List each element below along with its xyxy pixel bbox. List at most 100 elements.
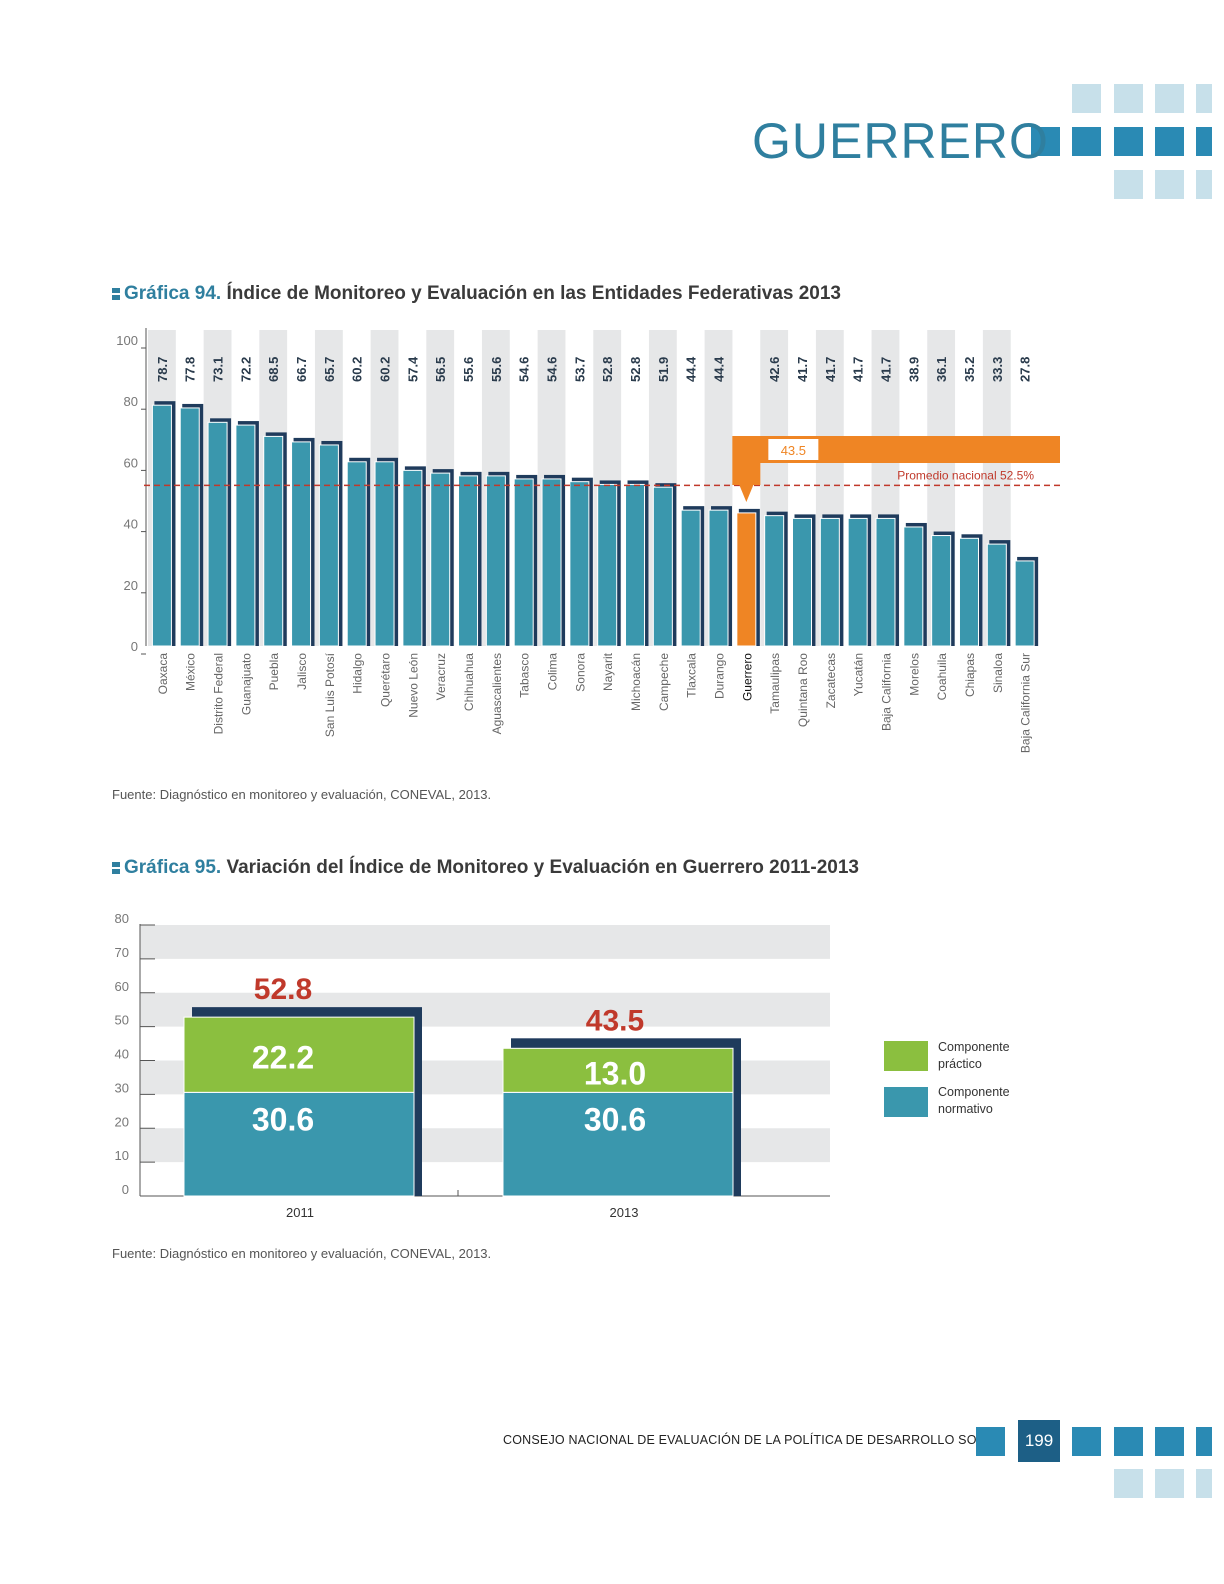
- bar-normativo-2013: [502, 1091, 734, 1197]
- chart-95: 0 10 20 30 40 50 60 70 80 30.6 22.2 52.8 2011 30.6 13.…: [115, 911, 830, 1220]
- value-label: 60.2: [350, 357, 365, 382]
- category-label-quintana-roo: Quintana Roo: [796, 653, 810, 727]
- y-tick-label: 20: [115, 1114, 129, 1129]
- value-label: 55.6: [461, 357, 476, 382]
- chart-94: 0 20 40 60 80 100 78.7 Oaxaca 77.8 México 73.1 Dist…: [116, 328, 1060, 753]
- value-label: 33.3: [990, 357, 1005, 382]
- bar-nuevo-leon: [402, 469, 423, 647]
- average-label: Promedio nacional 52.5%: [897, 468, 1034, 482]
- category-label-tamaulipas: Tamaulipas: [768, 653, 782, 714]
- bar-chihuahua: [458, 475, 479, 647]
- chart-94-heading: Gráfica 94. Índice de Monitoreo y Evalua…: [112, 283, 841, 305]
- highlight-label: 43.5: [781, 443, 806, 458]
- value-label: 53.7: [572, 357, 587, 382]
- y-tick-label: 60: [115, 979, 129, 994]
- footer-text: CONSEJO NACIONAL DE EVALUACIÓN DE LA POL…: [503, 1433, 1006, 1447]
- chart-95-number: Gráfica 95.: [124, 857, 222, 878]
- y-tick-label: 70: [115, 945, 129, 960]
- bar-aguascalientes: [485, 475, 506, 647]
- value-label: 54.6: [517, 357, 532, 382]
- value-label: 65.7: [322, 357, 337, 382]
- bar-durango: [708, 509, 729, 647]
- bar-quintana-roo: [792, 517, 813, 647]
- category-label-coahuila: Coahuila: [935, 653, 949, 701]
- value-label: 41.7: [878, 357, 893, 382]
- value-label: 54.6: [545, 357, 560, 382]
- category-label-campeche: Campeche: [657, 653, 671, 711]
- value-label: 36.1: [934, 357, 949, 382]
- category-label-jalisco: Jalisco: [295, 653, 309, 690]
- bar-campeche: [652, 486, 673, 647]
- category-label-sonora: Sonora: [573, 653, 587, 692]
- label-practico-2013: 13.0: [584, 1055, 646, 1091]
- value-label: 78.7: [155, 357, 170, 382]
- category-label-mexico: México: [184, 653, 198, 691]
- bar-puebla: [263, 435, 284, 647]
- bar-distrito-federal: [207, 421, 228, 647]
- category-label-colima: Colima: [546, 653, 560, 691]
- y-tick-label: 30: [115, 1080, 129, 1095]
- value-label: 56.5: [433, 357, 448, 382]
- bar-mexico: [179, 407, 200, 647]
- value-label: 38.9: [906, 357, 921, 382]
- category-label-puebla: Puebla: [267, 653, 281, 691]
- x-label-2011: 2011: [286, 1205, 314, 1220]
- value-label: 57.4: [405, 356, 420, 382]
- page-title: GUERRERO: [752, 113, 1049, 169]
- category-label-chihuahua: Chihuahua: [462, 653, 476, 711]
- y-tick-label: 40: [124, 517, 138, 532]
- category-label-zacatecas: Zacatecas: [824, 653, 838, 708]
- value-label: 41.7: [851, 357, 866, 382]
- label-normativo-2013: 30.6: [584, 1101, 646, 1137]
- value-label: 52.8: [600, 357, 615, 382]
- category-label-queretaro: Querétaro: [379, 653, 393, 707]
- value-label: 44.4: [684, 356, 699, 382]
- label-practico-2011: 22.2: [252, 1040, 314, 1076]
- legend-swatch-normativo: [884, 1087, 928, 1117]
- category-label-morelos: Morelos: [907, 653, 921, 696]
- bar-guanajuato: [235, 424, 256, 647]
- x-label-2013: 2013: [610, 1205, 639, 1220]
- bar-coahuila: [931, 535, 952, 647]
- legend-label-normativo: Componente normativo: [938, 1085, 1010, 1116]
- chart-94-name: Índice de Monitoreo y Evaluación en las …: [226, 283, 842, 304]
- bar-hidalgo: [346, 461, 367, 647]
- category-label-tabasco: Tabasco: [518, 653, 532, 698]
- category-label-san-luis-potosi: San Luis Potosí: [323, 652, 337, 737]
- value-label: 72.2: [238, 357, 253, 382]
- bar-oaxaca: [151, 404, 172, 647]
- bar-tlaxcala: [680, 509, 701, 647]
- value-label: 51.9: [656, 357, 671, 382]
- y-tick-label: 80: [115, 911, 129, 926]
- page-number: 199: [1018, 1420, 1060, 1462]
- value-label: 55.6: [489, 357, 504, 382]
- bar-san-luis-potosi: [318, 444, 339, 647]
- bullet-icon: [112, 860, 120, 876]
- y-tick-label: 0: [131, 639, 138, 654]
- total-label-2011: 52.8: [254, 973, 312, 1006]
- bar-baja-california: [875, 517, 896, 647]
- chart-94-source: Fuente: Diagnóstico en monitoreo y evalu…: [112, 787, 492, 802]
- value-label: 44.4: [712, 356, 727, 382]
- bar-yucatan: [847, 517, 868, 647]
- bar-practico-2013: [502, 1047, 734, 1093]
- value-label: 52.8: [628, 357, 643, 382]
- total-label-2013: 43.5: [586, 1004, 644, 1037]
- category-label-aguascalientes: Aguascalientes: [490, 653, 504, 734]
- value-label: 73.1: [211, 357, 226, 382]
- y-tick-label: 60: [124, 455, 138, 470]
- category-label-chiapas: Chiapas: [963, 653, 977, 697]
- bar-morelos: [903, 526, 924, 647]
- chart-94-number: Gráfica 94.: [124, 283, 222, 304]
- bar-normativo-2011: [183, 1091, 415, 1197]
- bar-jalisco: [291, 441, 312, 647]
- value-label: 60.2: [378, 357, 393, 382]
- bar-zacatecas: [819, 517, 840, 647]
- y-tick-label: 80: [124, 394, 138, 409]
- value-label: 77.8: [183, 357, 198, 382]
- value-label: 41.7: [795, 357, 810, 382]
- y-tick-label: 50: [115, 1013, 129, 1028]
- bar-sonora: [569, 481, 590, 647]
- bullet-icon: [112, 286, 120, 302]
- category-label-michoacan: Michoacán: [629, 653, 643, 711]
